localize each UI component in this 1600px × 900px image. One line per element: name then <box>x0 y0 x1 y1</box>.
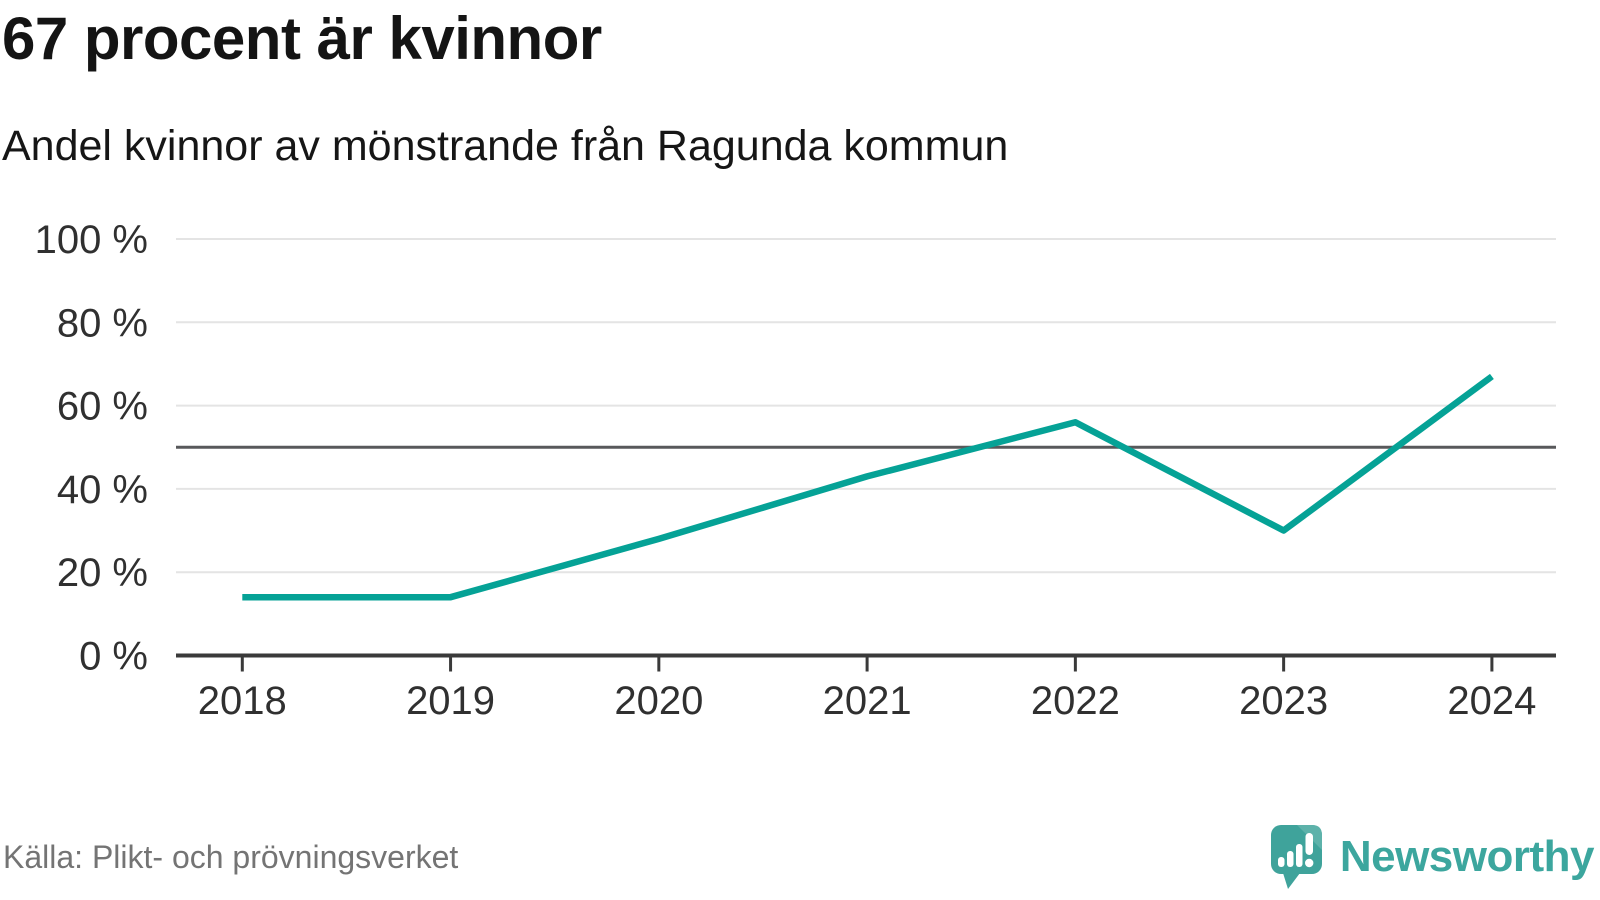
x-axis-label: 2020 <box>614 679 703 723</box>
logo-bars <box>1277 844 1303 867</box>
logo-bar-medium <box>1286 851 1294 867</box>
y-axis-label: 40 % <box>57 468 148 512</box>
y-axis-label: 100 % <box>35 218 148 262</box>
x-axis-label: 2021 <box>823 679 912 723</box>
logo-bubble-tail <box>1282 873 1300 889</box>
logo-exclamation-dot <box>1304 858 1314 868</box>
y-axis-label: 80 % <box>57 301 148 345</box>
x-axis-label: 2023 <box>1239 679 1328 723</box>
data-series-line <box>242 373 1494 601</box>
y-axis-label: 60 % <box>57 385 148 429</box>
y-axis-label: 20 % <box>57 551 148 595</box>
brand-name: Newsworthy <box>1339 832 1595 881</box>
x-axis-label: 2022 <box>1031 679 1120 723</box>
x-axis-label: 2024 <box>1447 679 1536 723</box>
source-note: Källa: Plikt- och prövningsverket <box>3 839 459 875</box>
logo-bar-tall <box>1295 844 1303 867</box>
chart-title: 67 procent är kvinnor <box>2 5 602 72</box>
newsworthy-logo-mark <box>1270 825 1322 889</box>
logo-exclamation <box>1304 833 1314 868</box>
logo-exclamation-stem <box>1305 833 1313 855</box>
chart-subtitle: Andel kvinnor av mönstrande från Ragunda… <box>2 122 1009 170</box>
x-axis-label: 2019 <box>406 679 495 723</box>
logo-bar-small <box>1277 857 1285 867</box>
newsworthy-logo: Newsworthy <box>1270 824 1595 890</box>
x-axis-label: 2018 <box>198 679 287 723</box>
y-axis-label: 0 % <box>79 635 148 679</box>
